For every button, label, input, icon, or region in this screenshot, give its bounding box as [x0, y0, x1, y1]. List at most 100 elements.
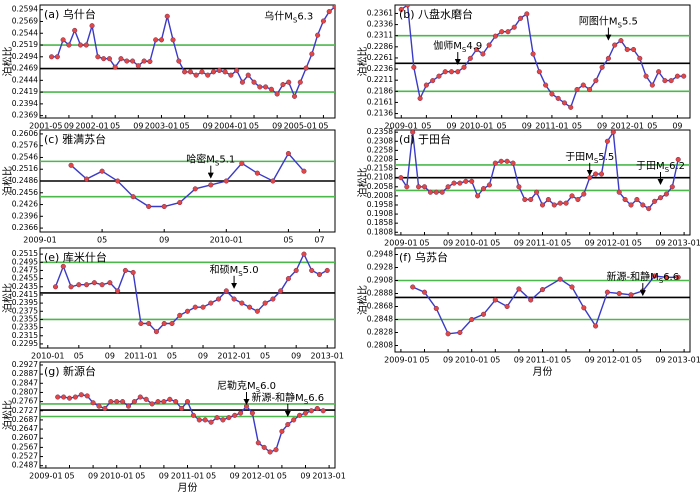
data-point — [238, 410, 244, 416]
data-point — [99, 168, 105, 174]
data-point — [563, 200, 569, 206]
annotation-text: 新源-和静M — [251, 391, 303, 404]
x-tick-label: 2004-01 — [214, 122, 247, 131]
data-point — [510, 160, 516, 166]
x-tick-label: 2010-01 — [210, 236, 243, 245]
x-tick-label: 2011-01 — [535, 122, 568, 131]
data-point — [291, 93, 298, 99]
data-point — [257, 84, 263, 90]
data-point — [436, 73, 442, 79]
data-point — [469, 316, 475, 323]
x-tick-label: 2002-01 — [75, 122, 108, 131]
data-point — [208, 419, 214, 425]
y-tick-label: 0.2161 — [367, 97, 393, 106]
data-point — [99, 282, 105, 288]
data-point — [173, 399, 179, 405]
data-point — [112, 64, 118, 70]
x-tick-label: 09 — [672, 122, 682, 131]
data-point — [543, 82, 549, 88]
data-line — [70, 152, 305, 208]
data-point — [575, 196, 581, 203]
data-point — [398, 175, 404, 181]
data-point — [505, 29, 511, 35]
data-point — [303, 65, 309, 71]
y-tick-label: 0.2008 — [367, 191, 393, 200]
data-point — [516, 286, 522, 292]
data-point — [610, 130, 616, 135]
data-point — [268, 86, 274, 92]
data-point — [158, 37, 165, 43]
data-point — [581, 191, 587, 197]
panel-title: (e) 库米什台 — [44, 250, 107, 264]
data-point — [89, 23, 95, 29]
data-point — [199, 69, 205, 75]
data-point — [516, 184, 522, 190]
data-point — [147, 58, 153, 65]
data-point — [442, 69, 448, 75]
data-point — [309, 51, 315, 57]
x-tick-label: 05 — [632, 356, 642, 365]
data-point — [223, 178, 229, 184]
data-point — [439, 189, 445, 195]
data-point — [555, 95, 561, 101]
y-tick-label: 0.2456 — [12, 188, 38, 197]
data-point — [222, 69, 228, 75]
data-point — [54, 54, 60, 60]
data-point — [251, 79, 257, 85]
panel-title: (a) 乌什台 — [44, 7, 96, 21]
annotation-text: 5.5 — [622, 17, 638, 28]
data-point — [239, 160, 245, 166]
data-point — [231, 296, 237, 302]
data-point — [599, 64, 605, 70]
data-point — [421, 184, 428, 190]
data-point — [78, 392, 84, 398]
data-point — [261, 444, 267, 450]
data-point — [630, 46, 637, 53]
y-tick-label: 0.2358 — [367, 127, 393, 136]
data-point — [270, 178, 276, 184]
y-tick-label: 0.2495 — [12, 257, 38, 266]
data-point — [130, 194, 136, 200]
data-point — [423, 82, 429, 88]
y-tick-label: 0.2647 — [12, 424, 38, 433]
data-point — [637, 55, 643, 61]
x-tick-label: 2011-01 — [526, 356, 559, 365]
data-point — [177, 312, 183, 318]
x-tick-label: 2001-05 — [29, 122, 62, 131]
data-point — [581, 305, 587, 311]
y-axis-label: 泊松比 — [1, 47, 14, 77]
data-point — [247, 304, 253, 310]
y-tick-label: 0.2258 — [367, 145, 393, 154]
annotation-subscript: S — [618, 22, 623, 30]
y-tick-label: 0.2395 — [12, 298, 38, 307]
data-point — [421, 289, 428, 295]
y-tick-label: 0.2375 — [12, 306, 38, 315]
y-tick-label: 0.2927 — [12, 360, 38, 369]
y-tick-label: 0.2519 — [12, 40, 38, 49]
data-point — [190, 412, 196, 418]
data-point — [161, 203, 167, 210]
y-tick-label: 0.2286 — [367, 42, 393, 51]
annotation: 新源-和静MS6.6 — [606, 270, 679, 285]
y-tick-label: 0.2158 — [367, 164, 393, 173]
data-point — [320, 18, 326, 24]
data-point — [297, 412, 303, 418]
panel-title: (d) 于田台 — [399, 132, 451, 146]
data-point — [91, 280, 97, 286]
x-tick-label: 09 — [446, 122, 456, 131]
data-point — [239, 79, 246, 85]
data-point — [285, 150, 291, 157]
y-tick-label: 0.2261 — [367, 53, 393, 62]
data-point — [130, 269, 136, 276]
data-point — [118, 56, 124, 62]
x-tick-label: 2012-01 — [597, 239, 630, 248]
data-point — [574, 86, 580, 93]
data-point — [587, 86, 593, 93]
annotation-subscript: S — [659, 277, 664, 285]
data-point — [612, 42, 618, 48]
data-point — [155, 399, 161, 405]
data-point — [545, 196, 551, 203]
annotation: 于田MS5.5 — [565, 152, 614, 165]
data-point — [83, 42, 89, 48]
